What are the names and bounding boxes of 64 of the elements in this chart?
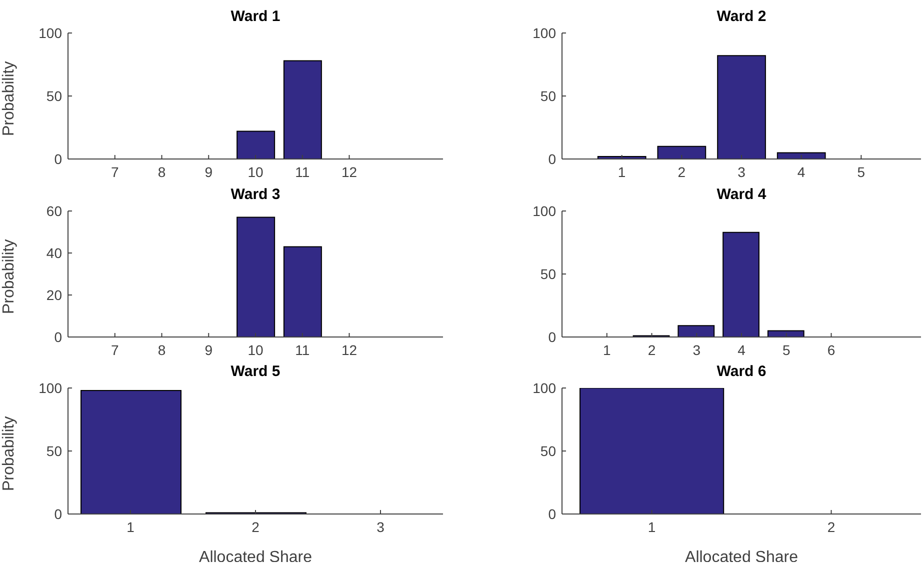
y-axis-title: Probability: [0, 416, 18, 491]
y-tick-label: 40: [46, 244, 62, 261]
x-tick-label: 12: [341, 164, 358, 180]
y-tick-label: 100: [38, 380, 62, 396]
chart-title: Ward 5: [230, 363, 282, 380]
y-tick-label: 0: [54, 150, 62, 167]
y-tick-label: 50: [540, 442, 556, 459]
x-tick-label: 2: [678, 164, 686, 180]
y-axis-title: Probability: [0, 239, 18, 314]
x-tick-label: 3: [738, 164, 746, 180]
y-tick-label: 50: [540, 88, 556, 104]
bar: [776, 152, 826, 159]
x-tick-label: 6: [827, 342, 836, 358]
y-tick-label: 0: [548, 150, 556, 167]
x-tick-label: 10: [248, 164, 264, 180]
chart-title: Ward 1: [230, 8, 282, 25]
y-axis-title: Probability: [0, 61, 18, 136]
x-tick-label: 9: [204, 164, 213, 180]
x-tick-label: 11: [295, 342, 310, 358]
x-tick-label: 4: [797, 164, 806, 180]
y-tick-label: 100: [38, 24, 62, 41]
bar: [767, 330, 804, 337]
y-tick-label: 20: [46, 286, 62, 303]
x-tick-label: 4: [738, 342, 746, 358]
y-tick-label: 0: [54, 328, 62, 345]
chart-title: Ward 6: [716, 363, 768, 380]
x-tick-label: 8: [158, 342, 166, 358]
x-tick-label: 3: [692, 342, 701, 358]
x-tick-label: 1: [648, 518, 656, 535]
chart-title: Ward 2: [716, 8, 768, 25]
bar: [657, 146, 706, 159]
x-tick-label: 2: [252, 518, 260, 535]
x-tick-label: 11: [295, 164, 310, 180]
y-tick-label: 0: [548, 328, 556, 345]
x-tick-label: 10: [248, 342, 264, 358]
y-tick-label: 0: [54, 506, 62, 522]
x-tick-label: 1: [126, 518, 135, 535]
bar: [717, 55, 766, 159]
x-tick-label: 7: [110, 164, 119, 180]
y-tick-label: 60: [46, 202, 62, 219]
y-tick-label: 50: [540, 266, 556, 282]
x-tick-label: 5: [857, 164, 866, 180]
x-tick-label: 8: [158, 164, 166, 180]
x-tick-label: 9: [204, 342, 213, 358]
x-tick-label: 12: [341, 342, 358, 358]
chart-title: Ward 3: [230, 186, 282, 203]
x-axis-title: Allocated Share: [685, 549, 798, 565]
y-tick-label: 100: [532, 202, 556, 219]
y-tick-label: 50: [46, 88, 62, 104]
x-tick-label: 1: [602, 342, 611, 358]
chart-title: Ward 4: [716, 186, 768, 203]
x-axis-title: Allocated Share: [199, 549, 312, 565]
y-tick-label: 100: [532, 380, 556, 396]
y-tick-label: 50: [46, 442, 62, 459]
x-tick-label: 3: [376, 518, 385, 535]
x-tick-label: 1: [618, 164, 626, 180]
bar: [678, 325, 715, 337]
bar: [722, 232, 760, 337]
x-tick-label: 2: [827, 518, 836, 535]
x-tick-label: 5: [782, 342, 790, 358]
x-tick-label: 2: [648, 342, 656, 358]
x-tick-label: 7: [110, 342, 119, 358]
y-tick-label: 0: [548, 506, 556, 522]
y-tick-label: 100: [532, 24, 556, 41]
